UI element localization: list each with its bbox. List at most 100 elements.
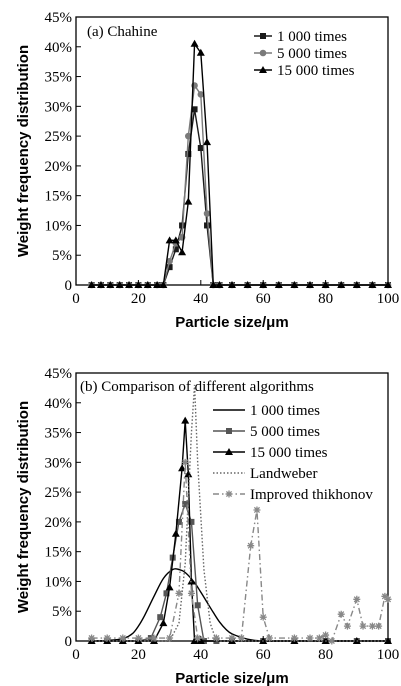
data-point — [359, 622, 367, 630]
data-point — [187, 589, 195, 597]
data-point — [191, 106, 198, 113]
data-point — [188, 518, 195, 525]
data-point — [166, 264, 173, 271]
legend-label: 15 000 times — [277, 63, 355, 79]
data-point — [196, 48, 205, 56]
x-tick-label: 100 — [377, 647, 400, 663]
data-point — [353, 595, 361, 603]
data-point — [384, 595, 392, 603]
legend-b: 1 000 times 5 000 times 15 000 times Landwe… — [213, 403, 373, 503]
data-point — [381, 592, 389, 600]
series-3 — [87, 416, 392, 644]
y-tick-label: 45% — [45, 366, 73, 382]
data-point — [181, 458, 189, 466]
x-axis-label-b: Particle size/μm — [175, 670, 288, 686]
ticks-a: 0 5% 10% 15% 20% 25% 30% 35% 40% 45% 0 20 40 60 80 100 — [45, 10, 400, 307]
data-point — [384, 637, 392, 644]
data-point — [185, 132, 192, 140]
data-point — [185, 150, 192, 157]
data-point — [196, 637, 205, 644]
data-point — [368, 281, 377, 288]
x-tick-label: 20 — [131, 647, 146, 663]
data-point — [194, 634, 202, 642]
data-point — [184, 470, 193, 478]
y-tick-label: 0 — [65, 278, 73, 294]
legend-label: 5 000 times — [250, 424, 320, 440]
data-point — [96, 281, 105, 288]
data-point — [134, 281, 143, 288]
y-tick-label: 45% — [45, 10, 73, 26]
x-tick-label: 60 — [256, 291, 271, 307]
y-tick-label: 20% — [45, 515, 73, 531]
data-point — [368, 622, 376, 630]
y-tick-label: 20% — [45, 159, 73, 175]
y-tick-label: 5% — [52, 248, 72, 264]
series-line — [91, 420, 388, 642]
legend-label: 1 000 times — [277, 29, 347, 45]
legend-label: 5 000 times — [277, 46, 347, 62]
data-point — [87, 281, 96, 288]
data-point — [197, 145, 204, 152]
legend-label: 15 000 times — [250, 445, 328, 461]
y-tick-label: 15% — [45, 189, 73, 205]
data-point — [343, 622, 351, 630]
data-point — [181, 416, 190, 424]
legend-marker — [260, 33, 266, 39]
y-tick-label: 15% — [45, 545, 73, 561]
data-point — [165, 583, 174, 591]
legend-marker — [226, 428, 232, 434]
data-point — [274, 281, 283, 288]
x-axis-label-a: Particle size/μm — [175, 314, 288, 331]
data-point — [175, 518, 182, 525]
y-tick-label: 40% — [45, 40, 73, 56]
data-point — [209, 281, 218, 288]
series-1 — [88, 106, 391, 288]
series-3 — [87, 39, 392, 288]
data-point — [259, 281, 268, 288]
data-point — [328, 637, 336, 645]
data-point — [150, 634, 158, 642]
data-point — [321, 281, 330, 288]
y-tick-label: 10% — [45, 218, 73, 234]
data-point — [163, 590, 170, 597]
y-tick-label: 35% — [45, 70, 73, 86]
series-line — [91, 41, 388, 286]
data-point — [375, 622, 383, 630]
data-point — [182, 501, 189, 508]
data-point — [337, 281, 346, 288]
data-point — [247, 542, 255, 550]
x-tick-label: 60 — [256, 647, 271, 663]
data-point — [352, 281, 361, 288]
data-point — [157, 614, 164, 621]
data-point — [178, 248, 187, 256]
series-2 — [88, 82, 392, 289]
plot-frame-b — [75, 372, 389, 642]
ticks-b: 0 5% 10% 15% 20% 25% 30% 35% 40% 45% 0 20 40 60 80 100 — [45, 366, 400, 663]
legend-label: 1 000 times — [250, 403, 320, 419]
legend-marker — [259, 66, 267, 73]
series-line — [91, 384, 388, 642]
y-tick-label: 5% — [52, 604, 72, 620]
x-tick-label: 40 — [193, 647, 208, 663]
legend-label: Improved thikhonov — [250, 487, 373, 503]
data-point — [237, 634, 245, 642]
data-point — [243, 281, 252, 288]
data-point — [194, 602, 201, 609]
series-1 — [91, 568, 388, 642]
series-b — [87, 384, 392, 645]
series-line — [91, 83, 388, 286]
series-line — [91, 568, 388, 642]
data-point — [322, 631, 330, 639]
data-point — [88, 634, 96, 642]
data-point — [175, 589, 183, 597]
data-point — [306, 634, 314, 642]
data-point — [253, 506, 261, 514]
data-point — [259, 613, 267, 621]
data-point — [115, 281, 124, 288]
data-point — [190, 39, 199, 47]
data-point — [165, 236, 174, 244]
x-tick-label: 80 — [318, 291, 333, 307]
data-point — [290, 634, 298, 642]
legend-label: Landweber — [250, 466, 317, 482]
